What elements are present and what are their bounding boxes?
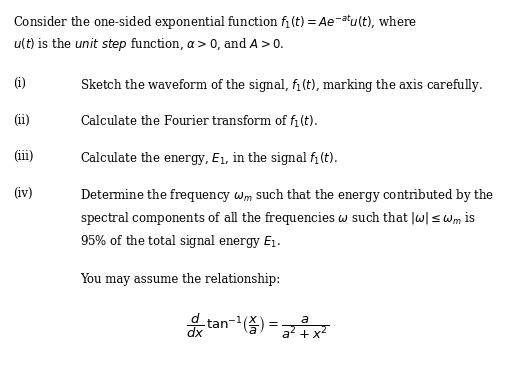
Text: Sketch the waveform of the signal, $f_1(t)$, marking the axis carefully.: Sketch the waveform of the signal, $f_1(…: [80, 77, 483, 94]
Text: Determine the frequency $\omega_m$ such that the energy contributed by the: Determine the frequency $\omega_m$ such …: [80, 187, 494, 204]
Text: (ii): (ii): [13, 113, 30, 127]
Text: spectral components of all the frequencies $\omega$ such that $|\omega| \leq \om: spectral components of all the frequenci…: [80, 210, 476, 227]
Text: 95% of the total signal energy $E_1$.: 95% of the total signal energy $E_1$.: [80, 233, 281, 250]
Text: $\dfrac{d}{dx}\,\tan^{-1}\!\left(\dfrac{x}{a}\right) = \dfrac{a}{a^2 + x^2}$: $\dfrac{d}{dx}\,\tan^{-1}\!\left(\dfrac{…: [186, 312, 329, 341]
Text: You may assume the relationship:: You may assume the relationship:: [80, 273, 280, 286]
Text: Calculate the Fourier transform of $f_1(t)$.: Calculate the Fourier transform of $f_1(…: [80, 113, 317, 130]
Text: $u(t)$ is the $\it{unit\ step}$ function, $\alpha > 0$, and $A > 0$.: $u(t)$ is the $\it{unit\ step}$ function…: [13, 36, 284, 53]
Text: Calculate the energy, $E_1$, in the signal $f_1(t)$.: Calculate the energy, $E_1$, in the sign…: [80, 150, 338, 167]
Text: Consider the one-sided exponential function $f_1(t) = Ae^{-at}u(t)$, where: Consider the one-sided exponential funct…: [13, 14, 417, 32]
Text: (iii): (iii): [13, 150, 33, 163]
Text: (iv): (iv): [13, 187, 32, 200]
Text: (i): (i): [13, 77, 26, 90]
